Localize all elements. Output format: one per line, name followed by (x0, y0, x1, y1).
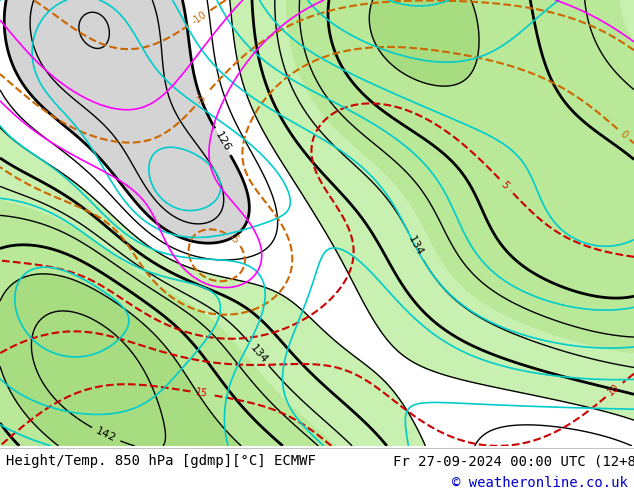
Text: 134: 134 (406, 235, 425, 258)
Text: -10: -10 (190, 9, 209, 26)
Text: 15: 15 (195, 387, 209, 399)
Text: 126: 126 (213, 130, 232, 153)
Text: Height/Temp. 850 hPa [gdmp][°C] ECMWF: Height/Temp. 850 hPa [gdmp][°C] ECMWF (6, 454, 316, 468)
Text: 5: 5 (499, 179, 511, 191)
Text: © weatheronline.co.uk: © weatheronline.co.uk (452, 476, 628, 490)
Text: -5: -5 (195, 92, 209, 106)
Text: 142: 142 (94, 426, 118, 444)
Text: 10: 10 (606, 382, 622, 398)
Text: 0: 0 (618, 128, 630, 140)
Text: -5: -5 (227, 232, 241, 246)
Text: Fr 27-09-2024 00:00 UTC (12+84): Fr 27-09-2024 00:00 UTC (12+84) (393, 454, 634, 468)
Text: 134: 134 (248, 343, 269, 365)
